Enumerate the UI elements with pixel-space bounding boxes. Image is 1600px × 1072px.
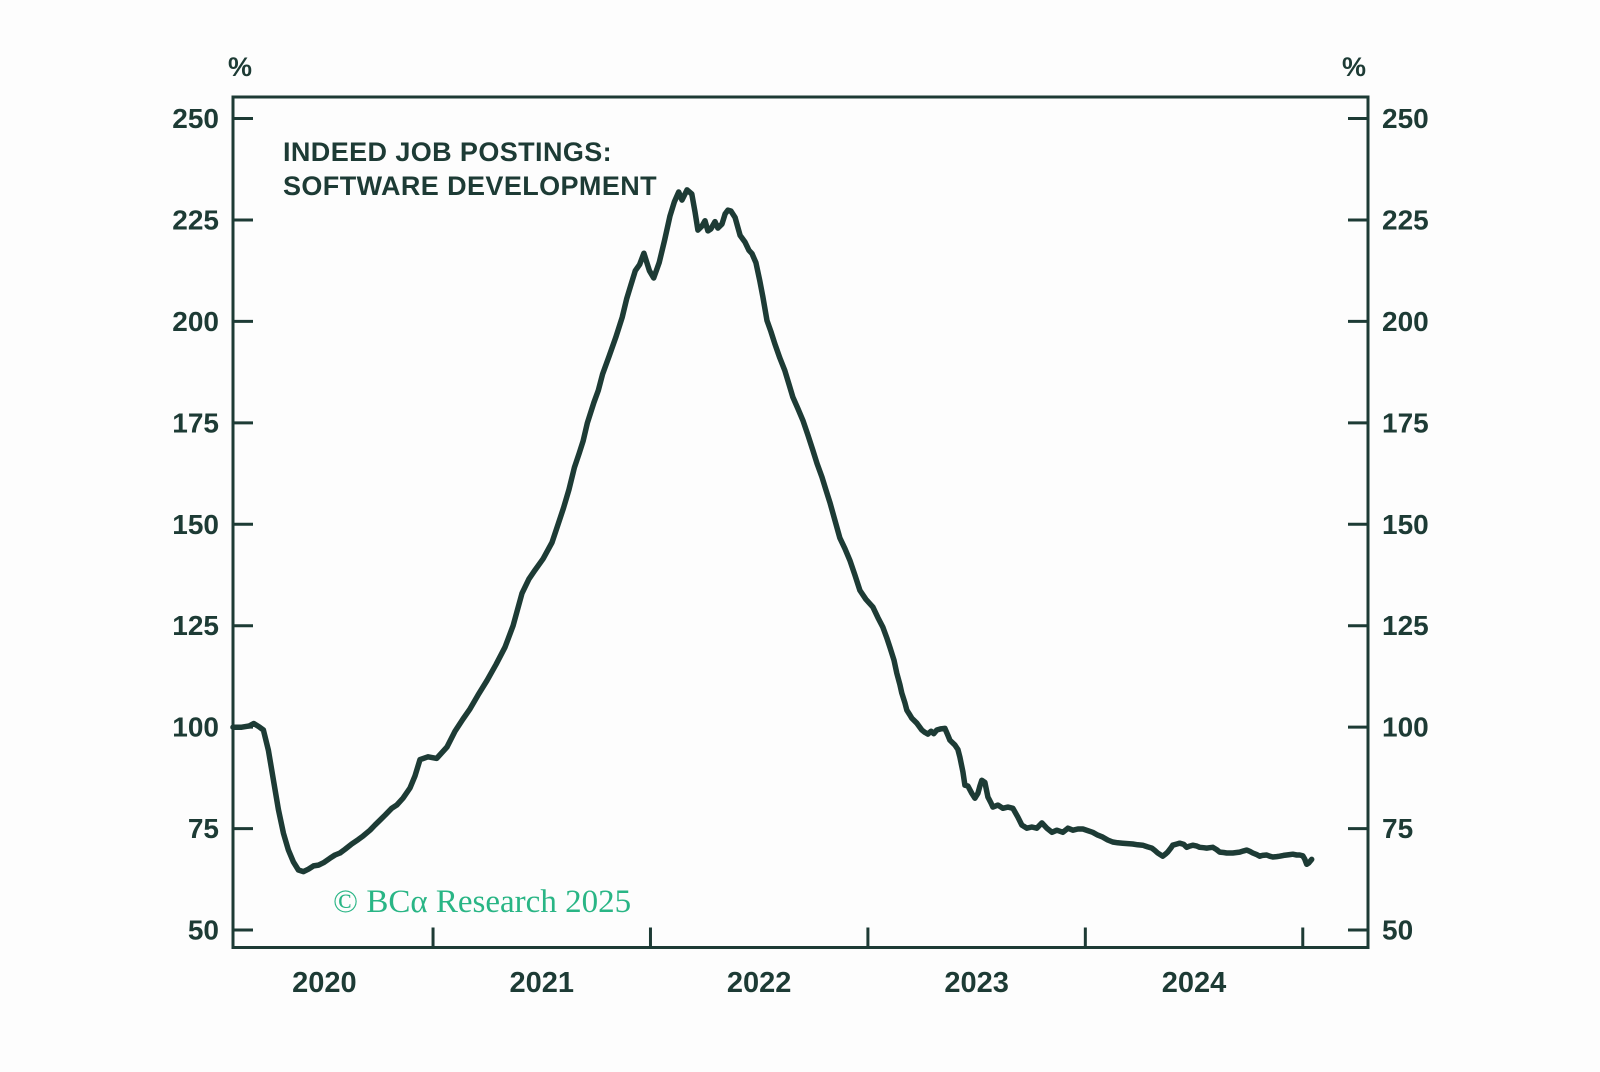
- y-axis-tick-label: 100: [172, 712, 219, 743]
- y-axis-tick-label: 225: [172, 204, 219, 235]
- series-line: [230, 187, 1315, 875]
- y-axis-tick-label: 75: [1382, 813, 1413, 844]
- y-axis-tick-label: 100: [1382, 712, 1429, 743]
- y-axis-tick-label: 150: [172, 509, 219, 540]
- y-axis-tick-label: 150: [1382, 509, 1429, 540]
- y-axis-tick-label: 200: [1382, 306, 1429, 337]
- y-axis-tick-label: 200: [172, 306, 219, 337]
- y-axis-tick-label: 75: [188, 813, 219, 844]
- y-axis-tick-label: 50: [1382, 915, 1413, 946]
- x-axis-year-label: 2020: [292, 967, 357, 999]
- y-axis-tick-label: 125: [172, 610, 219, 641]
- y-axis-unit-right: %: [1341, 52, 1366, 82]
- chart-title: INDEED JOB POSTINGS: SOFTWARE DEVELOPMEN…: [283, 135, 657, 203]
- x-axis-year-label: 2022: [727, 967, 792, 999]
- y-axis-labels-right: 50 75 100 125 150 175 200 225 250: [1382, 103, 1429, 946]
- y-axis-tick-label: 225: [1382, 204, 1429, 235]
- x-axis-year-label: 2021: [509, 967, 574, 999]
- x-axis-labels: 2020 2021 2022 2023 2024: [292, 967, 1226, 999]
- y-axis-tick-label: 250: [1382, 103, 1429, 134]
- y-axis-tick-label: 175: [172, 407, 219, 438]
- y-axis-tick-label: 250: [172, 103, 219, 134]
- y-axis-unit-left: %: [228, 52, 253, 82]
- copyright-watermark: © BCα Research 2025: [333, 884, 632, 920]
- y-axis-labels-left: 50 75 100 125 150 175 200 225 250: [172, 103, 219, 946]
- y-axis-tick-label: 125: [1382, 610, 1429, 641]
- chart-title-line-1: INDEED JOB POSTINGS:: [283, 137, 613, 167]
- x-axis-year-label: 2023: [944, 967, 1009, 999]
- chart-title-line-2: SOFTWARE DEVELOPMENT: [283, 171, 658, 201]
- x-axis-ticks: [431, 927, 1305, 948]
- y-axis-tick-label: 175: [1382, 407, 1429, 438]
- y-axis-tick-label: 50: [188, 915, 219, 946]
- x-axis-year-label: 2024: [1162, 967, 1227, 999]
- plot-border: [231, 95, 1370, 949]
- y-axis-ticks: [233, 117, 1368, 932]
